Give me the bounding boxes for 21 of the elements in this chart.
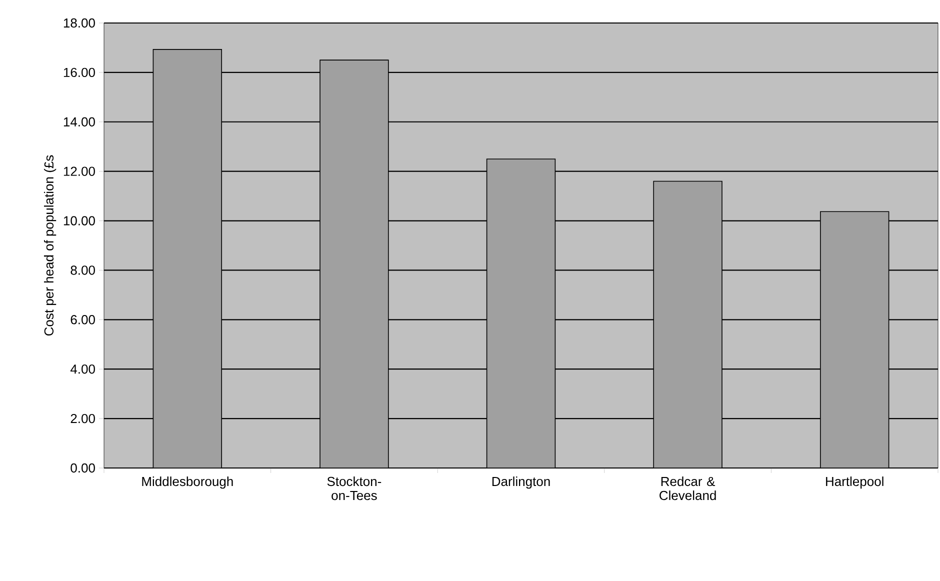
y-tick-label: 8.00 bbox=[70, 266, 95, 275]
bar bbox=[486, 158, 556, 468]
x-tick-label: Stockton-on-Tees bbox=[327, 476, 382, 500]
bar bbox=[820, 211, 890, 468]
x-tick-label: Redcar & Cleveland bbox=[660, 476, 716, 500]
x-tick-label: Middlesborough bbox=[142, 476, 233, 489]
y-tick-label: 12.00 bbox=[64, 166, 95, 176]
y-tick-label: 2.00 bbox=[70, 414, 95, 424]
bar bbox=[653, 180, 722, 468]
x-tick-label: Darlington bbox=[492, 476, 550, 489]
bar bbox=[320, 60, 389, 468]
y-axis-title: Cost per head of population (£s bbox=[44, 155, 56, 336]
y-tick-label: 18.00 bbox=[64, 18, 95, 28]
y-tick-label: 6.00 bbox=[70, 315, 95, 324]
y-tick-label: 0.00 bbox=[70, 463, 95, 473]
y-tick-label: 4.00 bbox=[70, 364, 95, 374]
y-tick-label: 16.00 bbox=[64, 68, 95, 78]
bar bbox=[152, 49, 222, 468]
x-tick-label: Hartlepool bbox=[826, 476, 884, 489]
y-tick-label: 10.00 bbox=[64, 216, 95, 226]
y-tick-label: 14.00 bbox=[64, 117, 95, 126]
